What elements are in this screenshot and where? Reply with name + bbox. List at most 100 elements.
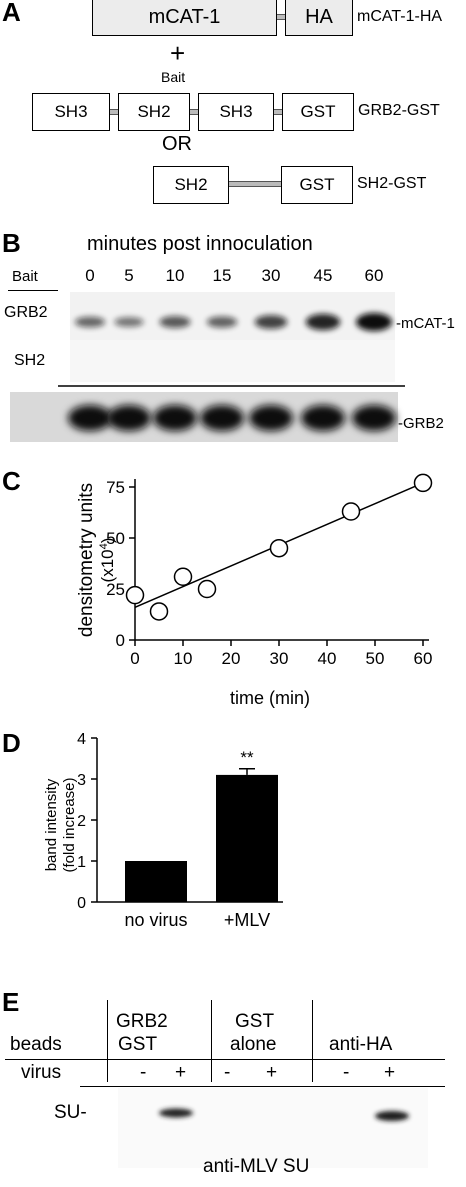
virus-sign: - [224, 1062, 231, 1083]
x-tick-label: 10 [174, 649, 193, 668]
y-tick-label: 25 [106, 580, 125, 599]
grb2-band [352, 405, 396, 431]
domain-sh2: SH2 [153, 166, 229, 204]
group-label-anti-ha: anti-HA [329, 1034, 393, 1055]
group-label-gst-line1: GST [235, 1011, 275, 1032]
blot-membrane-sh2 [70, 340, 395, 382]
x-tick-label: +MLV [224, 910, 270, 930]
blot-title: minutes post innoculation [87, 233, 313, 255]
su-band-anti-ha-plus [375, 1111, 409, 1121]
x-tick-label: 0 [130, 649, 139, 668]
data-point [269, 538, 289, 558]
bar [125, 861, 187, 902]
y-tick-label: 75 [106, 478, 125, 497]
y-tick-label: 1 [77, 854, 86, 871]
data-point [125, 585, 145, 605]
x-tick-label: 60 [414, 649, 433, 668]
panel-b-letter: B [2, 228, 21, 258]
virus-sign: - [343, 1062, 350, 1083]
significance-marker: ** [240, 748, 254, 767]
panel-d-letter: D [2, 728, 21, 758]
x-tick-label: 20 [222, 649, 241, 668]
grb2-band [107, 405, 151, 431]
mcat1-band [254, 315, 288, 329]
bars: ** [125, 748, 278, 902]
panel-a-letter: A [2, 0, 21, 27]
timepoint-label: 0 [85, 266, 95, 285]
y-tick-label: 4 [77, 731, 86, 748]
group-divider [211, 1000, 213, 1082]
domain-gst: GST [281, 166, 353, 204]
domain-sh3-2: SH3 [198, 93, 274, 131]
timepoint-label: 15 [212, 266, 232, 285]
grb2-loading-bands [68, 405, 396, 431]
scatter-chart-densitometry: 0 25 50 75 0 10 20 30 40 50 60 densitometry units… [76, 473, 433, 708]
linker [229, 181, 281, 187]
data-points [125, 473, 433, 621]
virus-sign: + [266, 1062, 278, 1083]
group-divider [312, 1000, 314, 1082]
domain-ha: HA [285, 0, 353, 36]
mcat1-band [74, 316, 106, 328]
data-point [149, 602, 169, 621]
western-blot-panel-e [118, 1088, 428, 1168]
x-tick-label: 30 [270, 649, 289, 668]
blot-membrane-top [70, 292, 395, 340]
header-rule [5, 1059, 445, 1061]
mcat1-band [159, 315, 191, 329]
timepoint-label: 30 [261, 266, 281, 285]
linker [110, 109, 118, 115]
timepoint-label: 5 [124, 266, 134, 285]
bait-underline [8, 290, 58, 292]
group-label-grb2-line1: GRB2 [116, 1011, 168, 1032]
construct-name-grb2-gst: GRB2-GST [358, 102, 440, 119]
bar [216, 774, 278, 902]
band-label-grb2: -GRB2 [398, 415, 444, 432]
linker [277, 14, 285, 20]
mcat1-bands [74, 313, 392, 331]
band-label-mcat1: -mCAT-1 [396, 315, 455, 332]
row-label-grb2: GRB2 [4, 304, 48, 321]
group-label-gst-line2: alone [230, 1034, 277, 1055]
bait-header: Bait [12, 268, 38, 285]
mcat1-band [206, 316, 238, 328]
timepoint-label: 45 [313, 266, 333, 285]
y-ticks: 0 25 50 75 [106, 478, 135, 650]
grb2-band [68, 405, 112, 431]
y-tick-label: 0 [116, 631, 125, 650]
mcat1-band [305, 313, 341, 331]
y-axis-label: densitometry units [76, 483, 97, 637]
grb2-band [301, 405, 345, 431]
virus-sign: + [384, 1062, 396, 1083]
header-rule [80, 1086, 445, 1088]
x-tick-label: 40 [318, 649, 337, 668]
panel-c-letter: C [2, 466, 21, 496]
y-tick-label: 2 [77, 813, 86, 830]
domain-gst: GST [282, 93, 354, 131]
timepoint-label: 10 [165, 266, 185, 285]
blot-membrane [118, 1088, 428, 1168]
grb2-band [249, 405, 293, 431]
x-tick-label: 50 [366, 649, 385, 668]
linker [274, 109, 282, 115]
y-axis-label-unit: (fold increase) [61, 777, 78, 872]
western-blot-panel-b [10, 292, 405, 442]
group-divider [107, 1000, 109, 1082]
data-point [173, 567, 193, 587]
y-tick-label: 50 [106, 529, 125, 548]
construct-name-mcat1-ha: mCAT-1-HA [357, 8, 443, 25]
group-label-grb2-line2: GST [118, 1034, 158, 1055]
row-label-sh2: SH2 [14, 352, 46, 369]
bait-label: Bait [161, 69, 186, 85]
data-point [197, 579, 217, 599]
panel-e-letter: E [2, 987, 20, 1017]
bar-chart-band-intensity: 0 1 2 3 4 ** no virus +MLV band intensity (fo… [43, 731, 283, 930]
x-ticks: 0 10 20 30 40 50 60 [130, 640, 432, 668]
construct-name-sh2-gst: SH2-GST [357, 175, 427, 192]
beads-label: beads [10, 1034, 62, 1055]
mcat1-band [114, 317, 144, 327]
virus-label: virus [21, 1062, 62, 1083]
y-axis-label: band intensity [43, 778, 60, 871]
y-tick-label: 3 [77, 772, 86, 789]
grb2-band [200, 405, 244, 431]
